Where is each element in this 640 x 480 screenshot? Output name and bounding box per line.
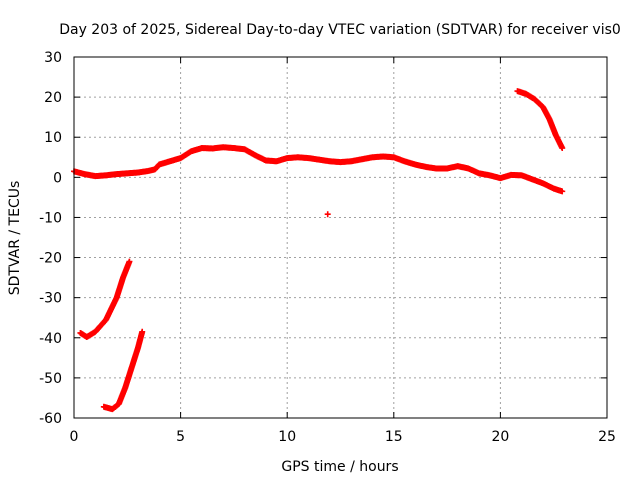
y-tick-label: -30 [39, 291, 62, 307]
data-marks [71, 88, 566, 413]
y-tick-label: -50 [39, 371, 62, 387]
x-tick-label: 25 [598, 429, 616, 445]
early-segment-A-point [126, 258, 133, 265]
y-tick-label: -20 [39, 251, 62, 267]
outlier-point [324, 211, 331, 218]
x-tick-label: 10 [278, 429, 296, 445]
x-tick-label: 20 [491, 429, 509, 445]
y-tick-label: -60 [39, 411, 62, 427]
y-axis-label: SDTVAR / TECUs [7, 181, 23, 296]
x-tick-label: 0 [70, 429, 79, 445]
early-segment-B-point [139, 328, 146, 335]
chart-title: Day 203 of 2025, Sidereal Day-to-day VTE… [59, 22, 621, 38]
grid-lines [74, 57, 607, 418]
x-tick-label: 15 [385, 429, 403, 445]
y-tick-label: 10 [44, 130, 62, 146]
y-tick-label: 0 [53, 170, 62, 186]
axis-ticks: 0 5 10 15 20 25 -60 -50 -40 -30 -20 -10 0 10 20 30 [39, 50, 616, 445]
x-tick-label: 5 [176, 429, 185, 445]
main-trace-point [559, 188, 566, 195]
y-tick-label: -40 [39, 331, 62, 347]
late-rising-segment-point [559, 145, 566, 152]
plot-frame [73, 56, 608, 419]
y-tick-label: -10 [39, 210, 62, 226]
x-axis-label: GPS time / hours [281, 459, 398, 475]
y-tick-label: 30 [44, 50, 62, 66]
y-tick-label: 20 [44, 90, 62, 106]
